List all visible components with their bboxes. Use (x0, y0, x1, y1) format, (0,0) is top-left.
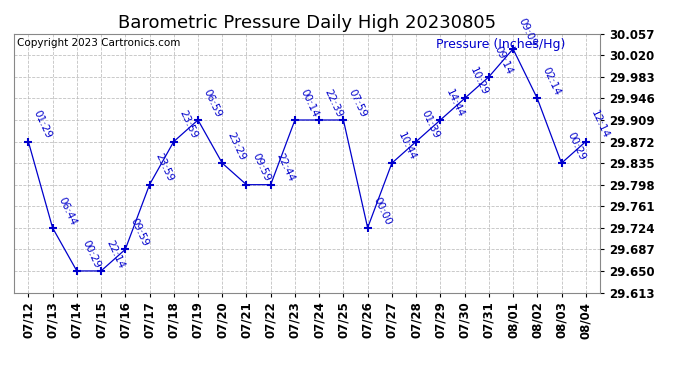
Text: Pressure (Inches/Hg): Pressure (Inches/Hg) (436, 38, 565, 51)
Text: 23:59: 23:59 (177, 109, 199, 140)
Text: 12:14: 12:14 (589, 109, 611, 140)
Text: 00:14: 00:14 (299, 87, 320, 119)
Text: 23:29: 23:29 (226, 130, 248, 162)
Text: 02:14: 02:14 (541, 66, 562, 97)
Text: 22:39: 22:39 (323, 87, 344, 119)
Text: 07:59: 07:59 (347, 87, 368, 119)
Text: 09:09: 09:09 (517, 16, 538, 48)
Text: 00:29: 00:29 (81, 238, 102, 270)
Text: 22:44: 22:44 (275, 152, 296, 183)
Text: 00:00: 00:00 (371, 196, 393, 226)
Title: Barometric Pressure Daily High 20230805: Barometric Pressure Daily High 20230805 (118, 14, 496, 32)
Text: 06:44: 06:44 (56, 195, 78, 226)
Text: Copyright 2023 Cartronics.com: Copyright 2023 Cartronics.com (17, 38, 180, 48)
Text: 01:39: 01:39 (420, 109, 442, 140)
Text: 09:14: 09:14 (493, 44, 514, 76)
Text: 10:29: 10:29 (469, 66, 490, 97)
Text: 10:44: 10:44 (395, 130, 417, 162)
Text: 22:14: 22:14 (105, 238, 126, 270)
Text: 06:59: 06:59 (201, 87, 224, 119)
Text: 01:29: 01:29 (32, 109, 54, 140)
Text: 09:59: 09:59 (250, 152, 272, 183)
Text: 09:59: 09:59 (129, 217, 150, 248)
Text: 00:29: 00:29 (565, 130, 587, 162)
Text: 14:44: 14:44 (444, 87, 466, 119)
Text: 23:59: 23:59 (153, 152, 175, 183)
